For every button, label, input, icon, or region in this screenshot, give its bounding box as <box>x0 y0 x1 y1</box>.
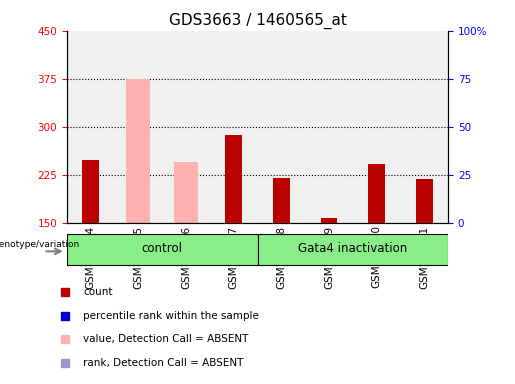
Bar <box>353 31 401 223</box>
Bar <box>416 179 433 223</box>
Bar <box>67 234 258 265</box>
Bar <box>82 160 99 223</box>
Text: rank, Detection Call = ABSENT: rank, Detection Call = ABSENT <box>83 358 244 368</box>
Text: genotype/variation: genotype/variation <box>0 240 80 249</box>
Bar <box>258 31 305 223</box>
Text: control: control <box>142 242 183 255</box>
Bar <box>273 178 289 223</box>
Text: value, Detection Call = ABSENT: value, Detection Call = ABSENT <box>83 334 249 344</box>
Title: GDS3663 / 1460565_at: GDS3663 / 1460565_at <box>168 13 347 29</box>
Bar <box>127 79 150 223</box>
Bar <box>401 31 448 223</box>
Bar <box>321 218 337 223</box>
Text: percentile rank within the sample: percentile rank within the sample <box>83 311 259 321</box>
Bar <box>258 234 448 265</box>
Text: Gata4 inactivation: Gata4 inactivation <box>298 242 407 255</box>
Bar <box>305 31 353 223</box>
Bar <box>174 162 198 223</box>
Bar <box>114 31 162 223</box>
Bar <box>368 164 385 223</box>
Text: count: count <box>83 287 113 297</box>
Bar <box>226 135 242 223</box>
Bar <box>162 31 210 223</box>
Bar <box>210 31 258 223</box>
Bar <box>67 31 115 223</box>
